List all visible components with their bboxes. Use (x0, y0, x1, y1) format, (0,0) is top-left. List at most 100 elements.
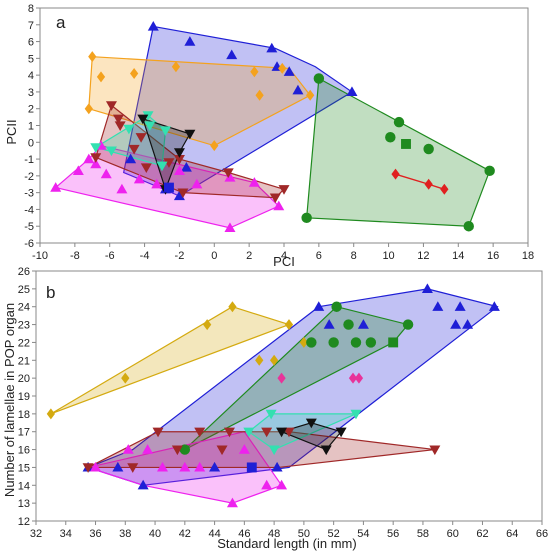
data-point-gold-diamond (299, 336, 309, 348)
data-point-darkred-triangle-down (216, 445, 228, 456)
x-tick-label: 18 (522, 250, 534, 262)
x-tick-label: 2 (246, 250, 252, 262)
data-point-magenta-triangle-up (116, 183, 128, 194)
data-point-green-circle (393, 116, 405, 128)
y-tick-label: 18 (18, 409, 30, 421)
data-point-green-circle (331, 301, 342, 312)
data-point-gold-diamond (284, 319, 294, 331)
data-point-teal-triangle-down (123, 124, 135, 135)
data-point-gold-diamond (203, 319, 212, 331)
data-point-green-square (401, 139, 411, 149)
x-tick-label: 38 (119, 528, 131, 540)
data-point-darkred-triangle-down (429, 445, 441, 456)
data-point-blue-triangle-up (488, 301, 500, 311)
data-point-blue-triangle-up (147, 20, 159, 31)
panel-b-points (46, 283, 500, 508)
data-point-magenta-triangle-up (179, 461, 191, 472)
y-tick-label: -1 (24, 154, 34, 166)
y-tick-label: 12 (18, 516, 30, 528)
data-point-darkred-triangle-down (152, 427, 164, 438)
data-point-magenta-triangle-up (122, 444, 134, 454)
data-point-darkred-triangle-down (105, 101, 117, 111)
data-point-magenta-triangle-up (173, 165, 185, 175)
data-point-blue-triangle-up (313, 301, 325, 311)
data-point-magenta-triangle-up (133, 173, 145, 184)
data-point-magenta-triangle-up (224, 222, 236, 233)
data-point-orange-diamond (306, 89, 315, 101)
x-tick-label: 56 (387, 528, 399, 540)
data-point-gold-diamond (228, 301, 237, 313)
y-tick-label: 24 (18, 302, 30, 314)
y-tick-label: 15 (18, 462, 30, 474)
y-tick-label: 8 (28, 3, 34, 15)
data-point-blue-triangle-up (432, 301, 444, 311)
x-tick-label: 46 (238, 528, 250, 540)
data-point-teal-triangle-down (144, 121, 156, 131)
y-tick-label: 2 (28, 104, 34, 116)
x-tick-label: 54 (357, 528, 369, 540)
y-tick-label: 17 (18, 427, 30, 439)
x-tick-label: 58 (417, 528, 429, 540)
y-tick-label: 16 (18, 445, 30, 457)
x-tick-label: 10 (382, 250, 394, 262)
data-point-orange-diamond (84, 103, 93, 115)
data-point-red-diamond (440, 183, 449, 195)
y-tick-label: 25 (18, 284, 30, 296)
x-tick-label: 52 (328, 528, 340, 540)
x-tick-label: 12 (417, 250, 429, 262)
y-tick-label: 6 (28, 37, 34, 49)
y-tick-label: 1 (28, 121, 34, 133)
panel-a-points (50, 20, 495, 233)
x-tick-label: 4 (281, 250, 287, 262)
data-point-blue-triangle-up (271, 461, 283, 472)
y-tick-label: 21 (18, 355, 30, 367)
data-point-teal-triangle-down (159, 126, 171, 137)
y-tick-label: 3 (28, 87, 34, 99)
data-point-orange-diamond (250, 66, 259, 78)
data-point-pink-diamond (277, 372, 286, 384)
data-point-magenta-triangle-up (157, 461, 168, 472)
data-point-black-triangle-down (276, 427, 288, 438)
data-point-magenta-triangle-up (226, 497, 238, 508)
data-point-darkred-triangle-down (90, 153, 102, 163)
data-point-magenta-triangle-up (83, 153, 95, 164)
data-point-darkred-triangle-down (163, 158, 175, 168)
y-tick-label: 20 (18, 373, 30, 385)
data-point-blue-triangle-up (346, 86, 358, 97)
data-point-teal-triangle-down (268, 445, 280, 456)
data-point-blue-triangle-up (357, 319, 369, 329)
data-point-magenta-triangle-up (273, 200, 285, 211)
x-tick-label: 64 (506, 528, 518, 540)
data-point-green-circle (179, 444, 191, 455)
x-tick-label: -8 (70, 250, 80, 262)
y-tick-label: 5 (28, 53, 34, 65)
x-tick-label: -2 (175, 250, 185, 262)
data-point-teal-triangle-down (350, 409, 362, 420)
data-point-magenta-triangle-up (194, 461, 206, 472)
y-tick-label: -3 (24, 188, 34, 200)
data-point-orange-diamond (129, 67, 139, 79)
data-point-darkred-triangle-down (82, 463, 94, 473)
data-point-teal-triangle-down (265, 409, 277, 420)
data-point-teal-triangle-down (156, 161, 168, 172)
data-point-blue-triangle-up (266, 42, 278, 53)
y-tick-label: -6 (24, 238, 34, 250)
x-tick-label: 36 (89, 528, 101, 540)
data-point-black-triangle-down (305, 418, 317, 429)
y-tick-label: 4 (28, 70, 34, 82)
data-point-gold-diamond (46, 408, 56, 420)
x-tick-label: 16 (487, 250, 499, 262)
x-tick-label: 6 (316, 250, 322, 262)
data-point-darkred-triangle-down (140, 163, 152, 173)
data-point-darkred-triangle-down (171, 445, 183, 456)
data-point-orange-diamond (171, 61, 181, 73)
data-point-orange-diamond (255, 89, 264, 101)
data-point-magenta-triangle-up (276, 479, 288, 490)
data-point-darkred-triangle-down (177, 188, 189, 199)
data-point-teal-triangle-down (142, 111, 154, 121)
data-point-green-circle (402, 319, 414, 330)
y-tick-label: 13 (18, 498, 30, 510)
x-tick-label: 60 (447, 528, 459, 540)
x-tick-label: 8 (351, 250, 357, 262)
data-point-darkred-triangle-down (269, 193, 281, 204)
